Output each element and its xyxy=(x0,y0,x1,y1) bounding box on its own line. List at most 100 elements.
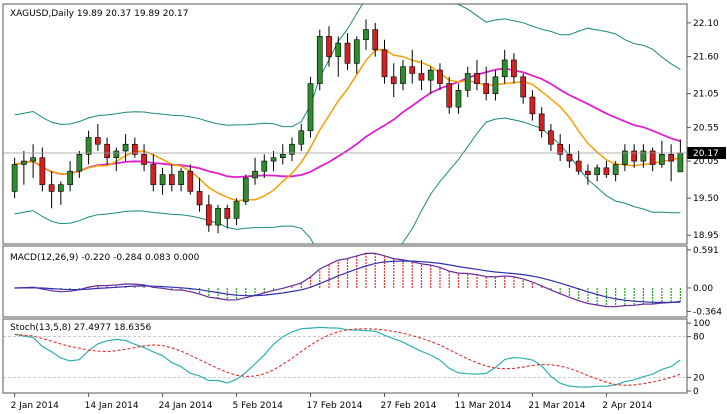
candle-body xyxy=(326,36,332,57)
candle-body xyxy=(640,150,647,162)
candle xyxy=(141,144,147,172)
candle-body xyxy=(104,143,110,159)
candle xyxy=(390,63,397,98)
candle-body xyxy=(659,154,665,165)
candle xyxy=(677,139,684,173)
candle-body xyxy=(113,150,120,159)
macd-signal-line xyxy=(14,260,681,303)
stoch-tick-label: 100 xyxy=(693,319,710,329)
x-tick-label: 11 Mar 2014 xyxy=(454,401,511,411)
candle-body xyxy=(316,36,323,84)
lower-band-line xyxy=(14,117,681,244)
candle xyxy=(104,137,110,165)
candle xyxy=(344,32,351,71)
candle-body xyxy=(224,207,231,219)
candle xyxy=(252,157,258,185)
candle xyxy=(187,164,194,195)
pane-frames xyxy=(2,3,688,394)
candle xyxy=(622,144,628,172)
candle-body xyxy=(649,150,656,165)
candle xyxy=(178,167,184,192)
candle-body xyxy=(372,29,379,51)
candle xyxy=(326,26,332,67)
candle xyxy=(557,134,564,162)
x-axis: 2 Jan 2014 14 Jan 2014 24 Jan 2014 5 Feb 20… xyxy=(11,393,653,411)
candle xyxy=(529,90,536,121)
candle-body xyxy=(187,170,194,192)
price-tick-label: 19.50 xyxy=(693,194,719,204)
candle-body xyxy=(344,42,351,64)
fast-ma-line xyxy=(14,48,681,202)
candle xyxy=(39,147,46,192)
stoch-k-line xyxy=(14,326,681,388)
pane-border-0 xyxy=(2,3,688,245)
candle xyxy=(168,164,175,192)
macd-tick-label: 0.591 xyxy=(693,246,719,256)
macd-tick-label: 0.00 xyxy=(693,284,713,294)
candle-body xyxy=(122,143,129,152)
candle xyxy=(668,144,674,182)
candle xyxy=(585,164,591,185)
candle xyxy=(85,130,92,165)
candle-body xyxy=(261,160,268,172)
x-tick-label: 2 Jan 2014 xyxy=(11,401,59,411)
candle-body xyxy=(30,157,36,162)
candle xyxy=(316,29,323,91)
candle-body xyxy=(279,154,286,159)
candle xyxy=(21,150,27,185)
candle-body xyxy=(520,76,527,98)
candle-body xyxy=(168,174,175,185)
price-tick-label: 18.95 xyxy=(693,231,719,241)
candle-body xyxy=(538,113,545,132)
candle-body xyxy=(585,170,591,175)
candle-body xyxy=(85,137,92,155)
candle xyxy=(48,171,55,209)
stoch-tick-label: 80 xyxy=(693,333,705,343)
candle xyxy=(298,124,305,151)
candle xyxy=(548,124,554,151)
price-tick-label: 20.55 xyxy=(693,123,719,133)
candle xyxy=(270,150,277,172)
candle xyxy=(511,53,517,84)
x-tick-label: 17 Feb 2014 xyxy=(307,401,363,411)
price-tick-label: 22.10 xyxy=(693,19,719,29)
x-tick-label: 14 Jan 2014 xyxy=(85,401,139,411)
candle xyxy=(242,174,249,205)
stoch-d-line xyxy=(14,328,681,386)
candle-body xyxy=(67,170,73,185)
candle-body xyxy=(427,69,434,81)
candle-body xyxy=(215,207,221,226)
candle xyxy=(464,66,471,98)
candle xyxy=(400,59,406,91)
candle-body xyxy=(501,59,508,78)
macd-line xyxy=(14,252,681,308)
candle xyxy=(233,198,240,226)
candle xyxy=(520,73,527,104)
candle xyxy=(575,150,582,175)
candle-body xyxy=(474,73,480,84)
candle-body xyxy=(529,96,536,115)
candle-body xyxy=(409,66,416,74)
candle xyxy=(307,76,314,138)
candle-body xyxy=(252,170,258,179)
candle-body xyxy=(141,154,147,165)
candle-body xyxy=(566,154,573,162)
candle-body xyxy=(48,184,55,192)
x-tick-label: 27 Feb 2014 xyxy=(380,401,436,411)
candle-body xyxy=(381,49,388,78)
stoch-pane: 100 80 20 0 xyxy=(3,319,710,397)
candle xyxy=(381,39,388,84)
candle xyxy=(474,59,480,91)
candle-body xyxy=(289,143,295,155)
candle-body xyxy=(76,154,83,172)
candle xyxy=(418,59,425,91)
candle-body xyxy=(492,76,499,94)
pane-border-1 xyxy=(2,245,688,318)
price-tick-label: 20.05 xyxy=(693,157,719,167)
x-tick-label: 5 Feb 2014 xyxy=(233,401,284,411)
candle-body xyxy=(242,177,249,202)
candle-body xyxy=(196,191,203,206)
candle-body xyxy=(21,160,27,165)
candle-body xyxy=(307,83,314,132)
